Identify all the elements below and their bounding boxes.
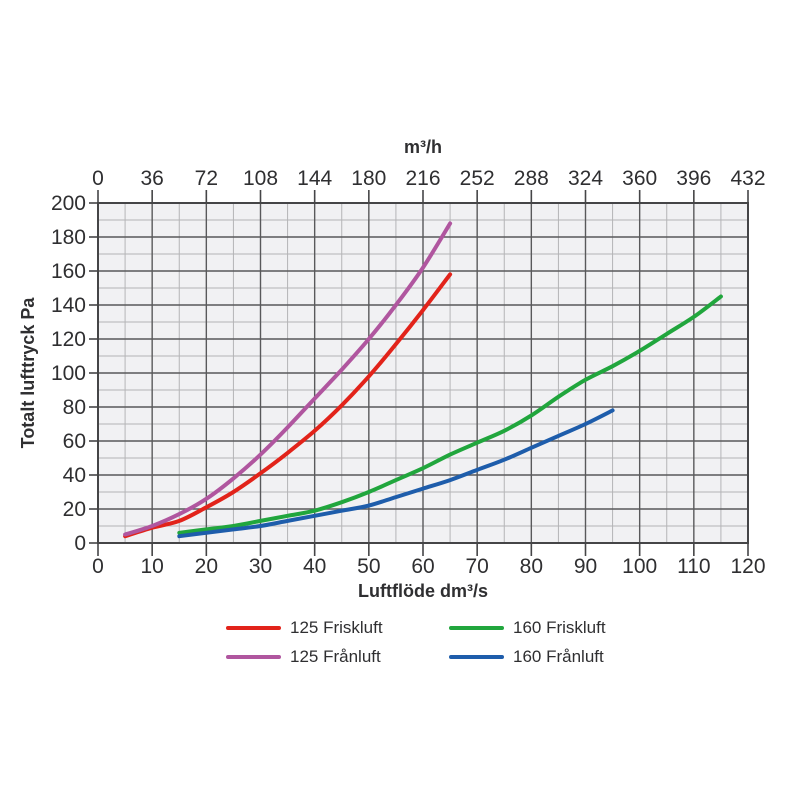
y-axis-tick-label: 0 — [74, 532, 86, 555]
x-axis-tick-label: 70 — [465, 555, 488, 578]
x-axis-tick-label: 120 — [730, 555, 765, 578]
legend-item-125-friskluft: 125 Friskluft — [226, 618, 449, 638]
top-axis-tick-label: 216 — [405, 167, 440, 190]
y-axis-tick-label: 40 — [63, 464, 86, 487]
top-axis-title: m³/h — [404, 137, 442, 157]
x-axis-tick-label: 10 — [140, 555, 163, 578]
x-axis-tick-label: 30 — [249, 555, 272, 578]
x-axis-tick-label: 110 — [677, 555, 710, 578]
top-axis-tick-label: 432 — [730, 167, 765, 190]
top-axis-tick-label: 108 — [243, 167, 278, 190]
legend-label: 125 Frånluft — [290, 647, 381, 666]
legend-line-swatch — [449, 655, 504, 659]
series-line-125-friskluft — [123, 272, 453, 539]
top-axis-tick-label: 72 — [195, 167, 218, 190]
x-axis-title: Luftflöde dm³/s — [358, 581, 488, 601]
top-axis-tick-label: 144 — [297, 167, 332, 190]
y-axis-tick-label: 100 — [51, 362, 86, 385]
top-axis-tick-label: 396 — [676, 167, 711, 190]
y-axis-tick-label: 140 — [51, 294, 86, 317]
y-axis-tick-label: 80 — [63, 396, 86, 419]
legend-label: 125 Friskluft — [290, 618, 383, 637]
legend-item-160-friskluft: 160 Friskluft — [449, 618, 606, 638]
x-axis-tick-label: 0 — [92, 555, 104, 578]
series-line-160-franluft — [177, 408, 615, 539]
top-axis-tick-label: 360 — [622, 167, 657, 190]
legend-label: 160 Frånluft — [513, 647, 604, 666]
x-axis-tick-label: 60 — [411, 555, 434, 578]
top-axis-tick-label: 36 — [140, 167, 163, 190]
grid-layer — [89, 190, 749, 556]
y-axis-title: Totalt lufttryck Pa — [18, 297, 38, 449]
legend-label: 160 Friskluft — [513, 618, 606, 637]
top-axis-tick-label: 324 — [568, 167, 603, 190]
chart-legend: 125 Friskluft 160 Friskluft 125 Frånluft 16… — [226, 618, 606, 667]
series-line-125-franluft — [123, 221, 453, 537]
legend-line-swatch — [226, 655, 281, 659]
series-layer — [123, 221, 723, 539]
y-axis-tick-label: 120 — [51, 328, 86, 351]
y-axis-tick-label: 160 — [51, 260, 86, 283]
top-axis-tick-label: 0 — [92, 167, 104, 190]
top-axis-tick-label: 252 — [460, 167, 495, 190]
y-axis-tick-label: 180 — [51, 226, 86, 249]
legend-item-160-franluft: 160 Frånluft — [449, 647, 606, 667]
y-axis-tick-label: 60 — [63, 430, 86, 453]
top-axis-tick-label: 180 — [351, 167, 386, 190]
x-axis-tick-label: 50 — [357, 555, 380, 578]
x-axis-tick-label: 100 — [622, 555, 657, 578]
x-axis-tick-label: 40 — [303, 555, 326, 578]
legend-line-swatch — [449, 626, 504, 630]
x-axis-tick-label: 90 — [574, 555, 597, 578]
x-axis-tick-label: 80 — [520, 555, 543, 578]
legend-item-125-franluft: 125 Frånluft — [226, 647, 449, 667]
series-line-160-friskluft — [177, 294, 723, 535]
tick-label-layer: 0 36 72 108 144 180 216 252 288 324 360 396 432 0 10 20… — [51, 167, 766, 578]
y-axis-tick-label: 20 — [63, 498, 86, 521]
x-axis-tick-label: 20 — [195, 555, 218, 578]
top-axis-tick-label: 288 — [514, 167, 549, 190]
legend-line-swatch — [226, 626, 281, 630]
y-axis-tick-label: 200 — [51, 192, 86, 215]
